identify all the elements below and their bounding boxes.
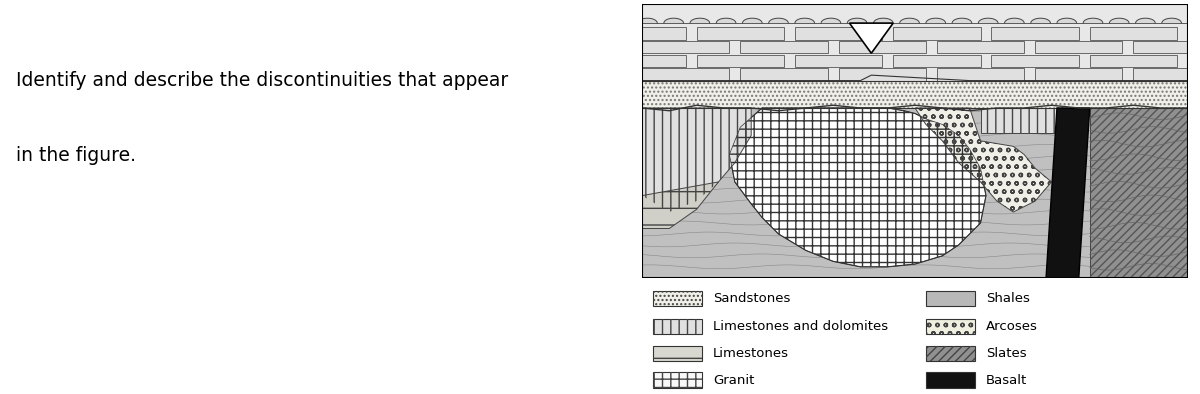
- Bar: [1188, 27, 1200, 39]
- Bar: [653, 291, 702, 306]
- Polygon shape: [1090, 108, 1188, 278]
- Text: in the figure.: in the figure.: [16, 146, 136, 165]
- Polygon shape: [1109, 18, 1129, 23]
- Bar: [599, 27, 685, 39]
- Text: Arcoses: Arcoses: [986, 320, 1038, 333]
- Bar: [653, 372, 702, 388]
- Polygon shape: [1031, 18, 1050, 23]
- Bar: [926, 291, 976, 306]
- Bar: [642, 81, 1188, 108]
- Bar: [544, 41, 631, 53]
- Bar: [1188, 55, 1200, 67]
- Polygon shape: [874, 18, 893, 23]
- Bar: [980, 108, 1079, 133]
- Bar: [1090, 27, 1177, 39]
- Polygon shape: [821, 18, 841, 23]
- Bar: [653, 291, 702, 306]
- Bar: [991, 55, 1079, 67]
- Bar: [740, 68, 828, 81]
- Bar: [839, 41, 926, 53]
- Polygon shape: [730, 108, 986, 267]
- Bar: [937, 41, 1024, 53]
- Text: Shales: Shales: [986, 292, 1030, 305]
- Text: Sandstones: Sandstones: [713, 292, 791, 305]
- Bar: [653, 346, 702, 361]
- Polygon shape: [1004, 18, 1025, 23]
- Polygon shape: [690, 18, 709, 23]
- Polygon shape: [1057, 18, 1076, 23]
- Polygon shape: [1188, 18, 1200, 23]
- Polygon shape: [794, 18, 815, 23]
- Bar: [794, 27, 882, 39]
- Text: Slates: Slates: [986, 347, 1027, 360]
- Polygon shape: [716, 18, 736, 23]
- Polygon shape: [664, 18, 684, 23]
- Bar: [1134, 41, 1200, 53]
- Bar: [642, 4, 1188, 81]
- Bar: [991, 27, 1079, 39]
- Polygon shape: [916, 108, 1051, 212]
- Polygon shape: [637, 18, 658, 23]
- Bar: [893, 27, 980, 39]
- Bar: [642, 81, 1188, 108]
- Bar: [653, 372, 702, 388]
- Text: Identify and describe the discontinuities that appear: Identify and describe the discontinuitie…: [16, 71, 509, 90]
- Bar: [926, 346, 976, 361]
- Bar: [1134, 68, 1200, 81]
- Bar: [653, 319, 702, 334]
- Polygon shape: [847, 18, 866, 23]
- Polygon shape: [1084, 18, 1103, 23]
- Bar: [599, 55, 685, 67]
- Polygon shape: [1162, 18, 1182, 23]
- Polygon shape: [743, 18, 762, 23]
- Bar: [926, 372, 976, 388]
- Bar: [839, 68, 926, 81]
- Bar: [642, 41, 730, 53]
- Polygon shape: [850, 23, 893, 53]
- Bar: [696, 27, 784, 39]
- Polygon shape: [926, 18, 946, 23]
- Bar: [980, 108, 1079, 133]
- Text: Granit: Granit: [713, 374, 755, 387]
- Bar: [642, 68, 730, 81]
- Bar: [544, 68, 631, 81]
- Bar: [794, 55, 882, 67]
- Bar: [926, 319, 976, 334]
- Bar: [740, 41, 828, 53]
- Text: Basalt: Basalt: [986, 374, 1027, 387]
- Bar: [926, 346, 976, 361]
- Bar: [642, 108, 1188, 278]
- Bar: [1036, 68, 1122, 81]
- Polygon shape: [978, 18, 998, 23]
- Polygon shape: [1046, 108, 1090, 278]
- Polygon shape: [642, 108, 751, 212]
- Text: Limestones and dolomites: Limestones and dolomites: [713, 320, 888, 333]
- Polygon shape: [1135, 18, 1156, 23]
- Bar: [653, 346, 702, 361]
- Polygon shape: [900, 18, 919, 23]
- Bar: [1090, 55, 1177, 67]
- Bar: [937, 68, 1024, 81]
- Bar: [926, 319, 976, 334]
- Text: Limestones: Limestones: [713, 347, 788, 360]
- Polygon shape: [769, 18, 788, 23]
- Bar: [653, 319, 702, 334]
- Polygon shape: [952, 18, 972, 23]
- Bar: [893, 55, 980, 67]
- Polygon shape: [642, 182, 719, 229]
- Bar: [1036, 41, 1122, 53]
- Bar: [696, 55, 784, 67]
